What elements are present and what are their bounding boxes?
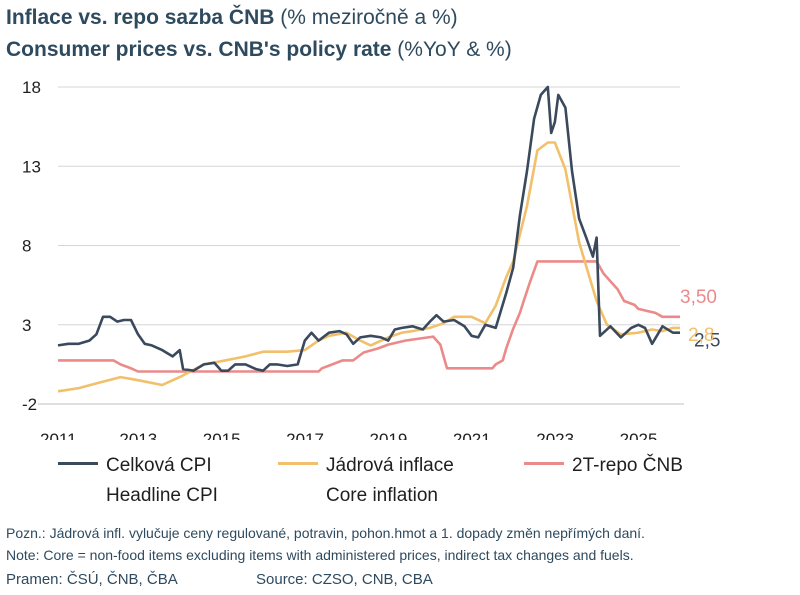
x-tick-label-4: 2019	[370, 430, 408, 440]
x-tick-label-7: 2025	[620, 430, 658, 440]
chart-plot: 18 13 8 3 -2 2011 2013 2015 2017 2019 2021 2023 2025…	[22, 78, 720, 440]
x-tick-label-5: 2021	[453, 430, 491, 440]
legend-swatch-headline	[58, 462, 98, 466]
x-tick-label-1: 2013	[119, 430, 157, 440]
end-label-2: 3,50	[680, 287, 717, 308]
legend-label-core-en: Core inflation	[326, 485, 438, 506]
y-tick-label-2: 8	[22, 237, 31, 256]
legend-item-core-inflation: Jádrová inflace	[278, 455, 454, 477]
y-tick-label-3: 3	[22, 316, 31, 335]
end-label-0: 2,5	[694, 331, 720, 352]
source-english: Source: CZSO, CNB, CBA	[256, 571, 433, 588]
legend-item-repo-rate: 2T-repo ČNB	[524, 455, 683, 477]
legend-label-headline-en: Headline CPI	[106, 485, 218, 506]
x-tick-label-2: 2015	[203, 430, 241, 440]
series-line-2	[58, 260, 680, 373]
chart-title-english: Consumer prices vs. CNB's policy rate (%…	[6, 38, 512, 61]
chart-title-czech: Inflace vs. repo sazba ČNB (% meziročně …	[6, 6, 458, 29]
legend-swatch-repo	[524, 462, 564, 466]
source-czech: Pramen: ČSÚ, ČNB, ČBA	[6, 571, 178, 588]
y-tick-label-0: 18	[22, 78, 41, 97]
x-tick-label-0: 2011	[40, 430, 77, 440]
note-english: Note: Core = non-food items excluding it…	[6, 547, 634, 563]
end-label-1: 2,8	[688, 325, 714, 346]
series-line-0	[57, 85, 680, 372]
legend-swatch-core	[278, 462, 318, 466]
x-tick-label-6: 2023	[536, 430, 574, 440]
x-tick-label-3: 2017	[286, 430, 324, 440]
y-tick-label-4: -2	[22, 395, 37, 414]
legend-item-headline-cpi: Celková CPI	[58, 455, 212, 477]
y-tick-label-1: 13	[22, 157, 41, 176]
note-czech: Pozn.: Jádrová infl. vylučuje ceny regul…	[6, 525, 645, 541]
series-line-1	[57, 141, 680, 393]
